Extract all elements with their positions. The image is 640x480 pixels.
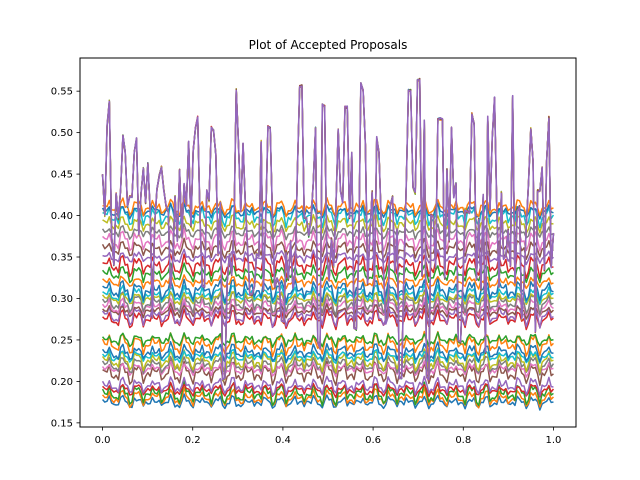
y-tick-label: 0.55: [51, 87, 73, 98]
x-tick-label: 0.2: [185, 435, 201, 446]
x-tick-label: 0.8: [455, 435, 471, 446]
y-tick-label: 0.35: [51, 253, 73, 264]
x-tick-label: 0.6: [365, 435, 381, 446]
series-group: [103, 78, 554, 410]
x-tick-label: 1.0: [546, 435, 562, 446]
y-tick-label: 0.50: [51, 128, 73, 139]
chart-title: Plot of Accepted Proposals: [249, 38, 408, 52]
y-tick-label: 0.40: [51, 211, 73, 222]
y-tick-label: 0.30: [51, 294, 73, 305]
y-axis: 0.15 0.20 0.25 0.30 0.35 0.40 0.45 0.50 0.55: [51, 87, 80, 430]
y-tick-label: 0.20: [51, 377, 73, 388]
y-tick-label: 0.45: [51, 170, 73, 181]
series-line: [103, 394, 554, 410]
x-axis: 0.0 0.2 0.4 0.6 0.8 1.0: [95, 427, 562, 446]
y-tick-label: 0.15: [51, 418, 73, 429]
y-tick-label: 0.25: [51, 335, 73, 346]
x-tick-label: 0.0: [95, 435, 111, 446]
x-tick-label: 0.4: [275, 435, 291, 446]
